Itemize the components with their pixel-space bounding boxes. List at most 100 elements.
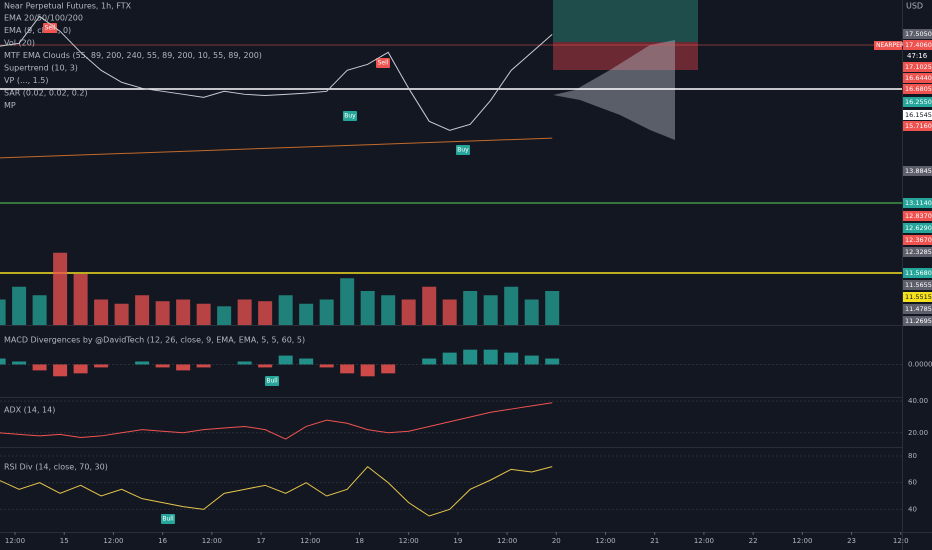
- price-label: 16.6440: [905, 74, 932, 82]
- indicator-label: Supertrend (10, 3): [4, 64, 78, 73]
- y-tick-label: 0.0000: [908, 360, 932, 368]
- y-tick-label: 20.00: [908, 429, 928, 437]
- series-line: [0, 465, 553, 517]
- bar: [299, 358, 314, 365]
- price-label: 11.5515: [905, 293, 932, 301]
- bar: [278, 295, 293, 325]
- symbol-badge: [874, 41, 902, 50]
- price-badge: [903, 40, 932, 50]
- bar: [53, 252, 68, 325]
- bar: [299, 303, 314, 325]
- bar: [135, 295, 150, 325]
- bar: [483, 349, 498, 365]
- price-badge: [903, 110, 932, 120]
- bar: [504, 286, 519, 325]
- price-badge: [903, 235, 932, 245]
- x-tick-label: 12:00: [202, 537, 222, 545]
- price-label: 13.1140: [905, 199, 932, 207]
- y-tick-label: 80: [908, 452, 917, 460]
- signal-badge: [343, 111, 357, 121]
- price-label: 12.3285: [905, 248, 932, 256]
- signal-label: Sell: [45, 25, 56, 32]
- x-tick-label: 12:00: [5, 537, 25, 545]
- bar: [32, 295, 47, 325]
- x-tick-label: 17: [257, 537, 266, 545]
- indicator-label: SAR (0.02, 0.02, 0.2): [4, 89, 88, 98]
- bar: [73, 364, 88, 374]
- price-label: 12.3670: [905, 236, 932, 244]
- price-badge: [903, 121, 932, 131]
- x-tick-label: 15: [60, 537, 69, 545]
- bar: [53, 364, 68, 377]
- price-badge: [903, 198, 932, 208]
- series-line: [0, 137, 553, 159]
- signal-badge: [376, 58, 390, 68]
- indicator-label: MP: [4, 101, 16, 110]
- bar: [442, 299, 457, 325]
- pane-title: RSI Div (14, close, 70, 30): [4, 463, 108, 472]
- signal-label: Sell: [378, 60, 389, 67]
- pane-title: MACD Divergences by @DavidTech (12, 26, …: [4, 336, 305, 345]
- bar: [360, 364, 375, 377]
- bar: [381, 295, 396, 325]
- x-tick-label: 12:00: [792, 537, 812, 545]
- price-label: 12.6290: [905, 224, 932, 232]
- price-badge: [903, 73, 932, 83]
- bar: [442, 352, 457, 365]
- signal-label: Buy: [457, 147, 469, 154]
- signal-badge: [161, 514, 175, 524]
- price-label: 11.5655: [905, 281, 932, 289]
- bar: [196, 364, 211, 368]
- indicator-label: VP (..., 1.5): [4, 76, 49, 85]
- bar: [524, 355, 539, 365]
- pane-title: ADX (14, 14): [4, 406, 55, 415]
- x-tick-label: 12:00: [497, 537, 517, 545]
- x-tick-label: 21: [650, 537, 659, 545]
- price-badge: [903, 247, 932, 257]
- countdown: 47:16: [907, 52, 928, 60]
- bar: [545, 358, 560, 365]
- bar: [422, 286, 437, 325]
- x-tick-label: 18: [355, 537, 364, 545]
- y-tick-label: 40: [908, 505, 917, 513]
- bar: [135, 361, 150, 365]
- price-label: 11.4785: [905, 305, 932, 313]
- price-label: 13.8845: [905, 167, 932, 175]
- price-label: 17.5050: [905, 30, 932, 38]
- price-label: 17.1025: [905, 63, 932, 71]
- price-badge: [903, 268, 932, 278]
- bar: [463, 349, 478, 365]
- bar: [258, 301, 273, 325]
- price-badge: [903, 211, 932, 221]
- price-badge: [903, 304, 932, 314]
- x-tick-label: 22: [749, 537, 758, 545]
- price-badge: [903, 166, 932, 176]
- x-tick-label: 12:0: [893, 537, 909, 545]
- price-label: 15.7160: [905, 122, 932, 130]
- bar: [0, 358, 6, 365]
- x-tick-label: 12:00: [694, 537, 714, 545]
- x-tick-label: 16: [158, 537, 167, 545]
- chart-title: Near Perpetual Futures, 1h, FTX: [4, 2, 132, 11]
- price-badge: [903, 280, 932, 290]
- price-badge: [903, 62, 932, 72]
- bar: [176, 299, 191, 325]
- loss-zone: [553, 42, 698, 70]
- bar: [278, 355, 293, 365]
- price-badge: [903, 292, 932, 302]
- bar: [422, 358, 437, 365]
- series-line: [0, 402, 553, 440]
- bar: [12, 286, 27, 325]
- bar: [524, 299, 539, 325]
- bar: [94, 364, 109, 368]
- bar: [258, 364, 273, 368]
- bar: [340, 364, 355, 374]
- bar: [237, 299, 252, 325]
- price-label: 12.8370: [905, 212, 932, 220]
- price-badge: [903, 316, 932, 326]
- signal-badge: [456, 145, 470, 155]
- signal-label: Bull: [162, 516, 174, 523]
- bar: [545, 291, 560, 325]
- y-tick-label: 40.00: [908, 397, 928, 405]
